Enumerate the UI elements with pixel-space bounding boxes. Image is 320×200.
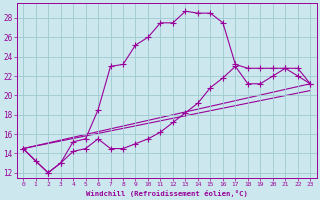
X-axis label: Windchill (Refroidissement éolien,°C): Windchill (Refroidissement éolien,°C) [86, 190, 248, 197]
